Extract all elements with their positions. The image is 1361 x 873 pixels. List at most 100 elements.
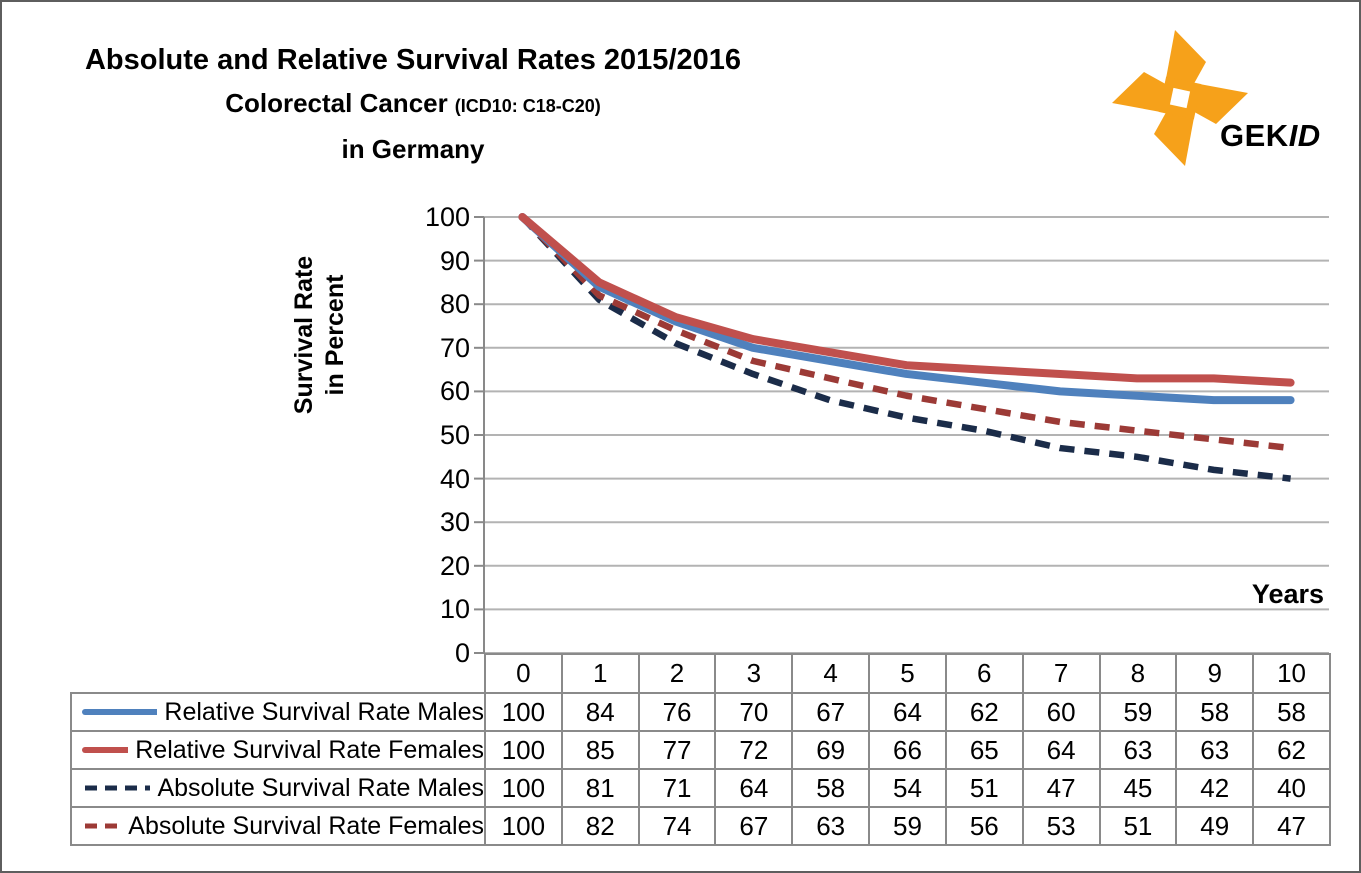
value-cell: 51 <box>944 768 1024 808</box>
x-axis-header-cell: 2 <box>637 653 717 694</box>
gekid-logo: GEKID <box>1102 18 1352 168</box>
x-axis-header-cell: 0 <box>484 653 563 694</box>
value-cell: 100 <box>484 730 563 770</box>
table-blank-corner <box>71 654 485 693</box>
value-cell: 76 <box>637 692 717 732</box>
legend-cell: Relative Survival Rate Males <box>70 692 486 732</box>
chart-title-line3: in Germany <box>341 134 485 164</box>
value-cell: 63 <box>1175 730 1255 770</box>
value-cell: 47 <box>1021 768 1101 808</box>
x-axis-header-cell: 9 <box>1175 653 1255 694</box>
value-cell: 51 <box>1098 806 1178 846</box>
gekid-pinwheel-icon <box>1112 30 1248 166</box>
value-cell: 64 <box>714 768 794 808</box>
chart-title-block: Absolute and Relative Survival Rates 201… <box>33 40 793 169</box>
value-cell: 53 <box>1021 806 1101 846</box>
chart-subtitle-cancer: Colorectal Cancer <box>225 88 448 118</box>
legend-cell: Relative Survival Rate Females <box>70 730 486 770</box>
legend-swatch-icon <box>82 747 129 753</box>
value-cell: 45 <box>1098 768 1178 808</box>
chart-subtitle-icd-code: (ICD10: C18-C20) <box>454 96 601 116</box>
value-cell: 85 <box>560 730 640 770</box>
value-cell: 58 <box>1175 692 1255 732</box>
series-line-relative-survival-rate-females <box>518 213 1295 387</box>
y-axis-tick-label: 90 <box>439 245 470 276</box>
x-axis-header-cell: 3 <box>714 653 794 694</box>
gekid-logo-text: GEKID <box>1220 118 1321 154</box>
value-cell: 60 <box>1021 692 1101 732</box>
value-cell: 64 <box>1021 730 1101 770</box>
value-cell: 62 <box>1252 730 1331 770</box>
value-cell: 58 <box>791 768 871 808</box>
x-axis-header-cell: 7 <box>1021 653 1101 694</box>
x-axis-header-cell: 1 <box>560 653 640 694</box>
value-cell: 49 <box>1175 806 1255 846</box>
table-row: Absolute Survival Rate Males 100 81 71 64 58 5… <box>70 768 1331 808</box>
value-cell: 64 <box>868 692 947 732</box>
value-cell: 100 <box>484 768 563 808</box>
y-axis-tick-label: 20 <box>439 550 470 581</box>
value-cell: 40 <box>1252 768 1331 808</box>
value-cell: 69 <box>791 730 871 770</box>
chart-title-line1: Absolute and Relative Survival Rates 201… <box>84 44 742 76</box>
value-cell: 67 <box>791 692 871 732</box>
legend-label: Absolute Survival Rate Females <box>128 811 484 840</box>
x-axis-header-cell: 10 <box>1252 653 1331 694</box>
value-cell: 63 <box>1098 730 1178 770</box>
table-row: Relative Survival Rate Females 100 85 77 72 6… <box>70 730 1331 770</box>
y-axis-tick-label: 0 <box>454 638 470 668</box>
value-cell: 77 <box>637 730 717 770</box>
value-cell: 58 <box>1252 692 1331 732</box>
table-row: Relative Survival Rate Males 100 84 76 70 67 6… <box>70 692 1331 732</box>
legend-label: Absolute Survival Rate Males <box>157 773 484 802</box>
y-axis-tick-label: 60 <box>439 376 470 407</box>
legend-cell: Absolute Survival Rate Males <box>70 768 486 808</box>
legend-swatch-icon <box>85 785 151 791</box>
value-cell: 47 <box>1252 806 1331 846</box>
value-cell: 70 <box>714 692 794 732</box>
value-cell: 54 <box>868 768 947 808</box>
value-cell: 65 <box>944 730 1024 770</box>
x-axis-label: Years <box>1251 579 1324 609</box>
series-line-absolute-survival-rate-males <box>520 214 1291 482</box>
value-cell: 84 <box>560 692 640 732</box>
x-axis-header-cell: 8 <box>1098 653 1178 694</box>
value-cell: 42 <box>1175 768 1255 808</box>
x-axis-header-cell: 5 <box>868 653 947 694</box>
y-axis-tick-label: 50 <box>439 420 470 450</box>
legend-label: Relative Survival Rate Females <box>135 735 484 764</box>
y-axis-tick-label: 40 <box>439 463 470 494</box>
logo-text-gek: GEK <box>1220 118 1289 153</box>
value-cell: 72 <box>714 730 794 770</box>
value-cell: 71 <box>637 768 717 808</box>
y-axis-tick-label: 30 <box>439 507 470 538</box>
y-axis-tick-label: 70 <box>439 332 470 363</box>
value-cell: 100 <box>484 692 563 732</box>
value-cell: 66 <box>868 730 947 770</box>
x-axis-header-row: 0 1 2 3 4 5 6 7 8 9 10 <box>71 653 1331 694</box>
x-axis-header-cell: 4 <box>791 653 871 694</box>
legend-swatch-icon <box>85 823 122 829</box>
table-row: Absolute Survival Rate Females 100 82 74 67 6… <box>70 806 1331 846</box>
value-cell: 59 <box>1098 692 1178 732</box>
value-cell: 81 <box>560 768 640 808</box>
y-axis-tick-label: 10 <box>439 594 470 625</box>
value-cell: 82 <box>560 806 640 846</box>
y-axis-tick-label: 100 <box>424 202 470 232</box>
value-cell: 62 <box>944 692 1024 732</box>
legend-cell: Absolute Survival Rate Females <box>70 806 486 846</box>
value-cell: 100 <box>484 806 563 846</box>
value-cell: 56 <box>944 806 1024 846</box>
legend-label: Relative Survival Rate Males <box>164 697 484 726</box>
x-axis-header-cell: 6 <box>944 653 1024 694</box>
value-cell: 67 <box>714 806 794 846</box>
value-cell: 74 <box>637 806 717 846</box>
series-line-absolute-survival-rate-females <box>520 214 1291 452</box>
series-line-relative-survival-rate-males <box>518 213 1295 405</box>
survival-data-table: 0 1 2 3 4 5 6 7 8 9 10 Relative Survival Rate Males… <box>70 653 1331 846</box>
chart-title-line2: Colorectal Cancer (ICD10: C18-C20) <box>33 80 793 129</box>
y-axis-tick-label: 80 <box>439 289 470 320</box>
value-cell: 59 <box>868 806 947 846</box>
